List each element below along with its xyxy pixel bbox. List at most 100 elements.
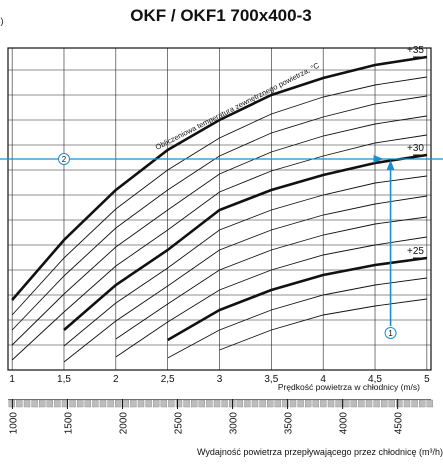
scale-block bbox=[297, 399, 304, 408]
scale-block bbox=[411, 399, 418, 408]
scale-block bbox=[130, 399, 137, 408]
scale-block bbox=[198, 399, 206, 408]
panel-label: c) bbox=[0, 16, 4, 26]
curve-thin bbox=[11, 95, 427, 331]
scale-block bbox=[190, 399, 198, 408]
x2-tick-label: 1500 bbox=[63, 412, 74, 435]
x-tick-label: 1 bbox=[9, 374, 15, 385]
curve-thick bbox=[63, 153, 428, 331]
example-marker bbox=[57, 153, 70, 165]
x-tick-label: 3 bbox=[217, 374, 223, 385]
scale-block bbox=[8, 399, 16, 408]
scale-block bbox=[358, 399, 365, 408]
scale-block bbox=[365, 399, 373, 408]
scale-block bbox=[31, 399, 38, 408]
scale-block bbox=[320, 399, 327, 408]
scale-block bbox=[76, 399, 84, 408]
scale-block bbox=[183, 399, 190, 408]
x-tick-label: 5 bbox=[424, 374, 430, 385]
x2-tick-label: 4500 bbox=[394, 412, 405, 435]
scale-block bbox=[259, 399, 266, 408]
x-tick-label: 4,5 bbox=[368, 374, 382, 385]
scale-block bbox=[426, 399, 433, 408]
curve-thin bbox=[11, 134, 427, 361]
scale-block bbox=[168, 399, 175, 408]
curve-thick bbox=[11, 55, 428, 301]
scale-block bbox=[39, 399, 46, 408]
curve-label: +30 bbox=[407, 143, 424, 154]
x-tick-label: 2 bbox=[113, 374, 119, 385]
curve-thin bbox=[63, 175, 427, 347]
scale-block bbox=[99, 399, 107, 408]
scale-block bbox=[251, 399, 259, 408]
scale-block bbox=[23, 399, 31, 408]
x2-tick-label: 4000 bbox=[339, 412, 350, 435]
scale-block bbox=[137, 399, 145, 408]
scale-block bbox=[122, 399, 130, 408]
scale-block bbox=[282, 399, 289, 408]
scale-block bbox=[92, 399, 99, 408]
scale-block bbox=[289, 399, 297, 408]
curve-thin bbox=[11, 76, 427, 316]
x2-tick-label: 2500 bbox=[174, 412, 185, 435]
scale-block bbox=[145, 399, 152, 408]
curve-thin bbox=[167, 277, 427, 359]
scale-block bbox=[46, 399, 53, 408]
scale-block bbox=[69, 399, 76, 408]
scale-block bbox=[16, 399, 23, 408]
scale-block bbox=[419, 399, 426, 408]
scale-block bbox=[335, 399, 342, 408]
curve-label: +35 bbox=[407, 45, 424, 56]
scale-block bbox=[350, 399, 357, 408]
scale-block bbox=[236, 399, 244, 408]
scale-block bbox=[152, 399, 160, 408]
x-tick-label: 2,5 bbox=[161, 374, 175, 385]
curve-thin bbox=[115, 236, 427, 358]
plot-area bbox=[8, 48, 431, 370]
x2-tick-label: 3500 bbox=[284, 412, 295, 435]
x-tick-label: 4 bbox=[320, 374, 326, 385]
scale-block bbox=[244, 399, 251, 408]
curve-thin bbox=[115, 216, 427, 340]
scale-block bbox=[403, 399, 411, 408]
scale-block bbox=[396, 399, 403, 408]
scale-block bbox=[107, 399, 114, 408]
curve-label: +25 bbox=[407, 246, 424, 257]
curve-thin bbox=[219, 298, 427, 351]
x2-axis-label: Wydajność powietrza przepływającego prze… bbox=[197, 447, 443, 457]
scale-block bbox=[388, 399, 395, 408]
plot-frame bbox=[7, 47, 432, 371]
example-marker-label: 2 bbox=[62, 155, 67, 164]
example-arrow-up bbox=[386, 160, 395, 170]
scale-block bbox=[274, 399, 281, 408]
scale-block bbox=[61, 399, 69, 408]
scale-block bbox=[84, 399, 92, 408]
scale-block bbox=[213, 399, 221, 408]
example-arrow-right bbox=[373, 155, 384, 163]
x-tick-label: 3,5 bbox=[264, 374, 278, 385]
x-axis-label: Prędkość powietrza w chłodnicy (m/s) bbox=[278, 382, 420, 392]
curve-thick bbox=[167, 256, 428, 342]
chart-title: OKF / OKF1 700x400-3 bbox=[130, 6, 311, 25]
scale-block bbox=[373, 399, 380, 408]
scale-block bbox=[327, 399, 335, 408]
scale-block bbox=[114, 399, 122, 408]
x-tick-label: 1,5 bbox=[57, 374, 71, 385]
curve-thin bbox=[11, 115, 427, 346]
x2-tick-label: 1000 bbox=[8, 412, 19, 435]
x2-tick-label: 3000 bbox=[229, 412, 240, 435]
scale-block bbox=[221, 399, 228, 408]
curve-thin bbox=[63, 195, 427, 363]
scale-block bbox=[312, 399, 319, 408]
scale-block bbox=[160, 399, 168, 408]
scale-block bbox=[305, 399, 312, 408]
scale-block bbox=[381, 399, 388, 408]
x2-tick-label: 2000 bbox=[118, 412, 129, 435]
scale-block bbox=[267, 399, 274, 408]
example-marker-label: 1 bbox=[388, 329, 393, 338]
scale-block bbox=[343, 399, 350, 408]
scale-block bbox=[206, 399, 213, 408]
scale-block bbox=[175, 399, 183, 408]
example-marker bbox=[384, 327, 397, 339]
